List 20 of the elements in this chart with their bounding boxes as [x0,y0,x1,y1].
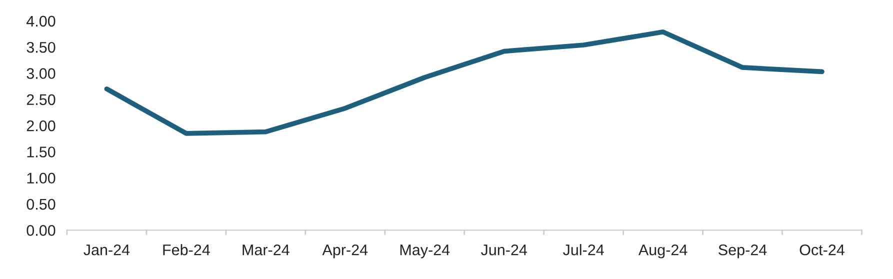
y-tick-label: 0.50 [26,198,56,210]
x-tick-label: Feb-24 [163,244,210,256]
x-tick-label: Jan-24 [84,244,130,256]
y-tick-label: 4.00 [26,16,56,27]
x-tick-label: Mar-24 [242,244,290,256]
x-tick-label: Jul-24 [563,244,604,256]
y-tick-label: 3.50 [26,42,56,53]
x-tick-label: Apr-24 [322,244,368,258]
x-tick-label: May-24 [400,244,450,258]
y-tick-label: 3.00 [26,68,56,79]
line-series [104,29,824,136]
x-tick-label: Oct-24 [800,244,844,256]
y-tick-label: 0.00 [26,225,56,236]
x-tick-label: Aug-24 [638,244,688,258]
x-tick-label: Jun-24 [480,244,528,256]
y-tick-label: 1.00 [27,172,56,184]
y-tick-label: 1.50 [27,146,56,158]
y-tick-label: 2.00 [26,120,56,132]
y-tick-label: 2.50 [26,94,56,106]
x-tick-label: Sep-24 [718,244,767,258]
